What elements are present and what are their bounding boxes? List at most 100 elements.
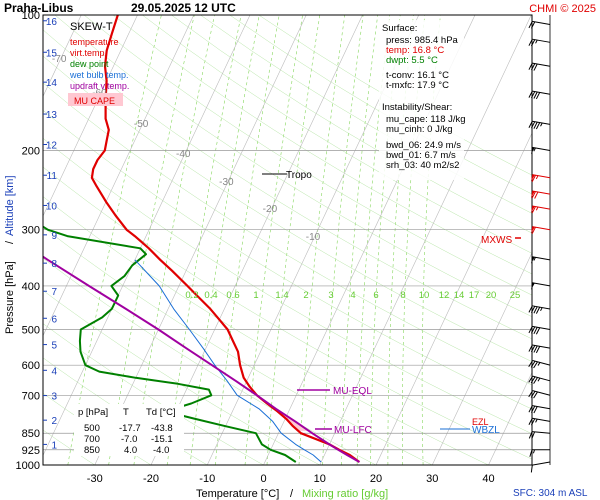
pressure-tick-label: 850 [22,428,40,440]
wind-barb-feather [533,361,538,369]
dry-adiabat [43,55,532,362]
levels-row-700-td: -15.1 [151,434,173,445]
legend-updraft: updraft v.temp. [70,81,129,91]
wind-barb-half-feather [540,122,543,127]
levels-header-p: p [hPa] [78,407,108,418]
sfc-label: SFC: 304 m ASL [513,488,588,499]
parcel-line [43,255,360,463]
wind-barb-staff [532,90,551,95]
mixing-ratio-label: 2 [303,290,308,301]
wind-barb [531,205,551,214]
levels-row-850-p: 850 [84,445,100,456]
temperature-tick-label: -10 [199,473,215,485]
mixing-ratio-label: 25 [510,290,521,301]
isotherm-line [43,15,82,98]
isotherm-line [319,15,532,465]
mixing-ratio-label: 20 [486,290,497,301]
wind-barb-feather [528,121,533,128]
temperature-tick-label: -30 [87,473,103,485]
wind-barb-staff [532,20,551,26]
surface-box-bg [379,20,464,180]
pressure-tick-label: 925 [22,445,40,457]
wind-barb-half-feather [540,307,543,312]
isotherm-line [43,15,138,217]
mixing-ratio-label: 0.2 [185,290,198,301]
wind-barb-staff [532,62,551,67]
wind-barb-feather [528,418,533,426]
svg-text:/: / [290,488,294,500]
wind-barb-feather [533,306,538,314]
wind-barb-pennant [531,226,535,234]
altitude-tick-label: 6 [51,314,57,325]
wind-barb [531,146,551,155]
dry-adiabat [43,109,532,410]
legend-wet-bulb: wet bulb temp. [69,70,129,80]
wind-barb-staff [532,417,551,422]
wind-barb [528,20,551,29]
wind-barb-pennant [531,205,535,213]
pressure-tick-label: 100 [22,10,40,22]
wind-barb-staff [532,405,551,410]
legend-virt-temp: virt.temp. [70,48,107,58]
wind-barb-feather [533,377,538,384]
x-axis-title-2: Mixing ratio [g/kg] [302,488,388,500]
wind-barb-feather [528,405,533,413]
y-axis-title: Pressure [hPa] [4,261,16,334]
isotherm-label: -70 [52,54,67,65]
mixing-ratio-label: 1 [253,290,258,301]
isotherm-line [94,15,307,465]
levels-header-t: T [123,407,129,418]
wind-barb-staff [532,344,551,349]
dry-adiabat [43,29,532,340]
mixing-ratio-label: 17 [469,290,480,301]
wind-barb [528,360,551,369]
wind-barb-feather [531,174,536,182]
wind-barb-staff [532,325,551,331]
wind-barb-pennant [531,282,535,290]
wind-barb-feather [530,21,536,29]
wind-barb [528,344,551,354]
wind-barb-half-feather [535,206,539,211]
svg-text:/: / [4,240,16,244]
legend-title: SKEW-T [70,21,113,33]
ezl-label: EZL [472,417,489,427]
instab-mu-cinh: mu_cinh: 0 J/kg [386,124,453,135]
credit-label: CHMI © 2025 [529,3,596,15]
altitude-tick-label: 5 [51,341,57,352]
altitude-tick-label: 3 [51,392,57,403]
pressure-tick-label: 400 [22,281,40,293]
wind-barb-staff [532,375,551,382]
wind-barb-feather [528,62,533,70]
altitude-tick-label: 11 [47,171,58,182]
wind-barb-staff [532,38,551,43]
legend-mu-cape: MU CAPE [74,96,115,106]
altitude-tick-label: 7 [51,287,57,298]
wind-barb-feather [528,344,533,352]
isotherm-line [375,132,532,465]
wind-barb-half-feather [533,147,536,152]
wind-barb-half-feather [533,257,536,261]
wind-barb [529,449,550,457]
wind-barb-half-feather [535,39,538,44]
wind-barb-feather [533,63,538,71]
wind-barb-feather [530,345,536,353]
wind-barb-pennant [531,174,535,182]
altitude-tick-label: 10 [46,201,58,212]
wind-barb [528,90,551,100]
isotherm-line [431,252,532,465]
isotherm-label: -40 [176,149,191,160]
wind-barb-feather [530,39,536,47]
mixing-ratio-label: 8 [400,290,405,301]
surface-tconv: t-conv: 16.1 °C [386,70,449,81]
wbzl-label: WBZL [472,425,500,436]
wind-barb-feather [530,405,536,413]
temperature-tick-label: 10 [314,473,326,485]
wind-barb-feather [535,306,541,314]
altitude-tick-label: 9 [51,231,57,242]
wind-barb-feather [531,226,536,234]
wind-barb-feather [530,360,536,368]
altitude-tick-label: 1 [51,440,57,451]
wind-barb-feather [534,191,539,199]
levels-row-700-p: 700 [84,434,100,445]
